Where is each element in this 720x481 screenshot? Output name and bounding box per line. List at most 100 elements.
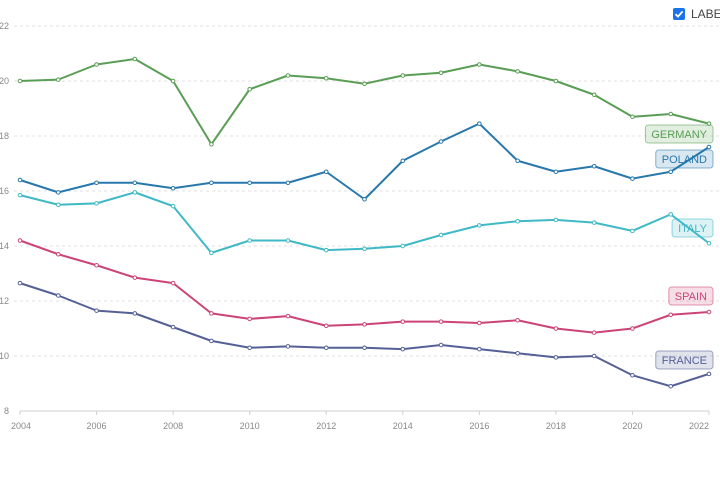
- data-point-italy: [362, 246, 367, 252]
- series-label-box: [668, 286, 714, 306]
- data-point-france: [247, 345, 252, 351]
- y-tick-label: 18: [0, 131, 9, 141]
- data-point-poland: [400, 158, 406, 164]
- data-point-poland: [668, 169, 674, 175]
- data-point-germany: [362, 81, 367, 87]
- y-tick-label: 14: [0, 241, 9, 251]
- grid-lines: [14, 25, 720, 357]
- data-point-poland: [323, 169, 329, 175]
- data-point-poland: [209, 180, 214, 186]
- labels-toggle[interactable]: LABELS: [673, 7, 720, 21]
- data-point-france: [591, 353, 597, 359]
- data-point-italy: [591, 220, 597, 225]
- series-label-poland: POLAND: [655, 149, 714, 169]
- data-point-poland: [285, 180, 291, 186]
- data-point-spain: [630, 326, 635, 331]
- series-label-text: SPAIN: [675, 291, 707, 303]
- data-point-france: [515, 350, 520, 356]
- data-point-italy: [247, 238, 252, 243]
- y-tick-label: 20: [0, 76, 9, 86]
- data-point-germany: [515, 69, 520, 74]
- series-label-text: GERMANY: [651, 129, 707, 141]
- data-point-italy: [209, 250, 214, 256]
- series-label-box: [655, 350, 714, 370]
- data-point-germany: [55, 77, 61, 82]
- series-lines: [17, 56, 712, 389]
- data-point-poland: [553, 169, 559, 175]
- data-point-france: [55, 293, 61, 298]
- data-point-italy: [630, 228, 635, 234]
- data-point-poland: [706, 144, 712, 150]
- data-point-france: [323, 345, 329, 351]
- x-axis-ticks: 2004 2006 2008 2010 2012 2014 2016 2018 2020 2022: [11, 411, 710, 431]
- data-point-italy: [323, 247, 329, 253]
- data-point-france: [94, 308, 99, 313]
- data-point-germany: [17, 78, 23, 84]
- data-point-spain: [132, 275, 138, 280]
- series-label-france: FRANCE: [655, 350, 714, 370]
- data-point-poland: [94, 180, 99, 186]
- data-point-france: [477, 346, 482, 352]
- data-point-france: [209, 338, 214, 344]
- data-point-poland: [515, 158, 520, 164]
- data-point-germany: [209, 141, 214, 147]
- data-point-spain: [323, 323, 329, 329]
- data-point-germany: [477, 62, 482, 67]
- data-point-germany: [132, 56, 138, 62]
- y-tick-label: 16: [0, 186, 9, 196]
- series-label-italy: ITALY: [671, 218, 714, 238]
- data-point-france: [285, 344, 291, 349]
- data-point-poland: [247, 180, 252, 186]
- data-point-spain: [55, 251, 61, 257]
- series-label-germany: GERMANY: [644, 124, 714, 144]
- data-point-italy: [706, 240, 712, 246]
- data-point-italy: [17, 192, 23, 198]
- data-point-poland: [170, 185, 176, 191]
- data-point-poland: [17, 177, 23, 183]
- data-point-italy: [285, 238, 291, 243]
- data-point-italy: [94, 201, 99, 206]
- data-point-france: [668, 383, 674, 389]
- data-point-france: [438, 342, 444, 348]
- series-label-box: [644, 124, 714, 144]
- series-label-box: [671, 218, 714, 238]
- data-point-spain: [515, 317, 520, 323]
- data-point-poland: [132, 180, 138, 186]
- y-axis-ticks: 8 10 12 14 16 18 20 22: [0, 21, 9, 416]
- x-tick-label: 2022: [689, 421, 709, 431]
- x-tick-label: 2004: [11, 421, 31, 431]
- data-point-poland: [477, 121, 482, 126]
- data-point-germany: [94, 62, 99, 67]
- data-point-france: [553, 355, 559, 360]
- data-point-spain: [668, 312, 674, 318]
- checkbox-checked-icon[interactable]: [673, 8, 685, 20]
- data-point-germany: [591, 92, 597, 98]
- series-line-germany: [19, 58, 710, 146]
- data-point-italy: [668, 212, 674, 217]
- data-point-germany: [400, 73, 406, 78]
- y-tick-label: 22: [0, 21, 9, 31]
- data-point-spain: [247, 316, 252, 322]
- series-line-poland: [19, 122, 710, 201]
- data-point-france: [17, 280, 23, 286]
- series-label-text: ITALY: [678, 223, 708, 235]
- y-tick-label: 10: [0, 351, 9, 361]
- data-point-italy: [170, 203, 176, 209]
- data-point-germany: [553, 78, 559, 84]
- data-point-germany: [285, 73, 291, 78]
- data-point-spain: [209, 311, 214, 316]
- series-label-spain: SPAIN: [668, 286, 714, 306]
- data-point-italy: [438, 232, 444, 238]
- x-tick-label: 2014: [393, 421, 413, 431]
- y-tick-label: 12: [0, 296, 9, 306]
- data-point-spain: [170, 280, 176, 286]
- data-point-spain: [553, 326, 559, 331]
- data-point-italy: [132, 190, 138, 195]
- data-point-spain: [477, 320, 482, 326]
- x-tick-label: 2008: [163, 421, 183, 431]
- x-tick-label: 2010: [240, 421, 260, 431]
- data-point-france: [170, 324, 176, 330]
- data-point-germany: [247, 86, 252, 92]
- series-labels: GERMANY POLAND ITALY SPAIN FRANCE: [644, 124, 714, 370]
- data-point-germany: [438, 70, 444, 76]
